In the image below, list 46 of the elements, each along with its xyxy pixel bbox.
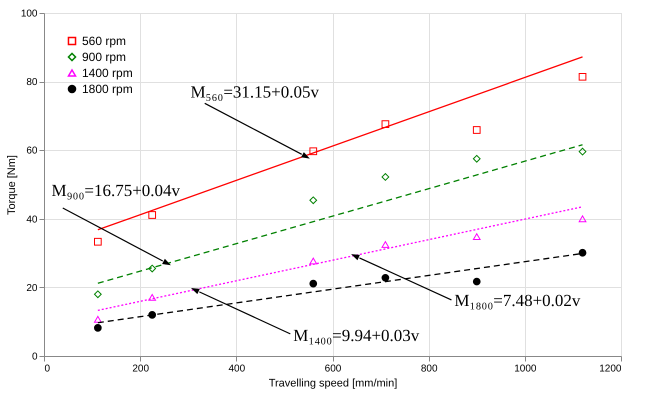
point xyxy=(472,233,481,240)
y-axis-title: Torque [Nm] xyxy=(6,155,18,215)
point xyxy=(94,290,102,298)
annotation: M₅₆₀=31.15+0.05v xyxy=(190,82,320,102)
legend-label: 900 rpm xyxy=(82,50,126,64)
point xyxy=(309,258,318,264)
point xyxy=(382,241,390,248)
x-tick-label: 200 xyxy=(132,364,150,374)
point xyxy=(309,280,318,288)
x-tick-label: 1000 xyxy=(514,364,537,374)
legend-label: 560 rpm xyxy=(82,34,126,48)
x-tick-label: 400 xyxy=(228,364,246,374)
y-tick-label: 40 xyxy=(26,214,38,226)
x-tick-label: 1200 xyxy=(599,364,622,374)
y-tick-label: 20 xyxy=(26,282,38,294)
point xyxy=(472,154,481,163)
point xyxy=(382,173,390,181)
legend-label: 1400 rpm xyxy=(82,66,133,80)
y-tick-label: 100 xyxy=(20,8,38,20)
point xyxy=(94,324,102,332)
y-tick-label: 60 xyxy=(26,146,38,157)
point xyxy=(94,316,102,323)
annotation: M₁₈₀₀=7.48+0.02v xyxy=(454,290,581,310)
annotation: M₁₄₀₀=9.94+0.03v xyxy=(293,326,420,345)
point xyxy=(382,120,390,128)
point xyxy=(309,147,318,156)
point xyxy=(578,148,586,156)
point xyxy=(148,264,156,272)
x-tick-label: 800 xyxy=(420,364,438,374)
point xyxy=(382,274,390,282)
x-tick-label: 0 xyxy=(44,364,50,374)
point xyxy=(148,294,156,301)
x-tick-label: 600 xyxy=(324,364,342,374)
point xyxy=(148,211,156,219)
point xyxy=(472,126,481,134)
point xyxy=(578,248,586,257)
legend-label: 1800 rpm xyxy=(82,82,133,96)
point xyxy=(472,278,481,286)
point xyxy=(578,72,586,81)
annotation: M₉₀₀=16.75+0.04v xyxy=(51,180,181,200)
point xyxy=(94,238,102,246)
y-tick-label: 80 xyxy=(26,77,38,88)
point xyxy=(578,215,586,222)
y-tick-label: 0 xyxy=(32,352,38,362)
x-axis-title: Travelling speed [mm/min] xyxy=(268,378,398,390)
point xyxy=(309,196,318,204)
